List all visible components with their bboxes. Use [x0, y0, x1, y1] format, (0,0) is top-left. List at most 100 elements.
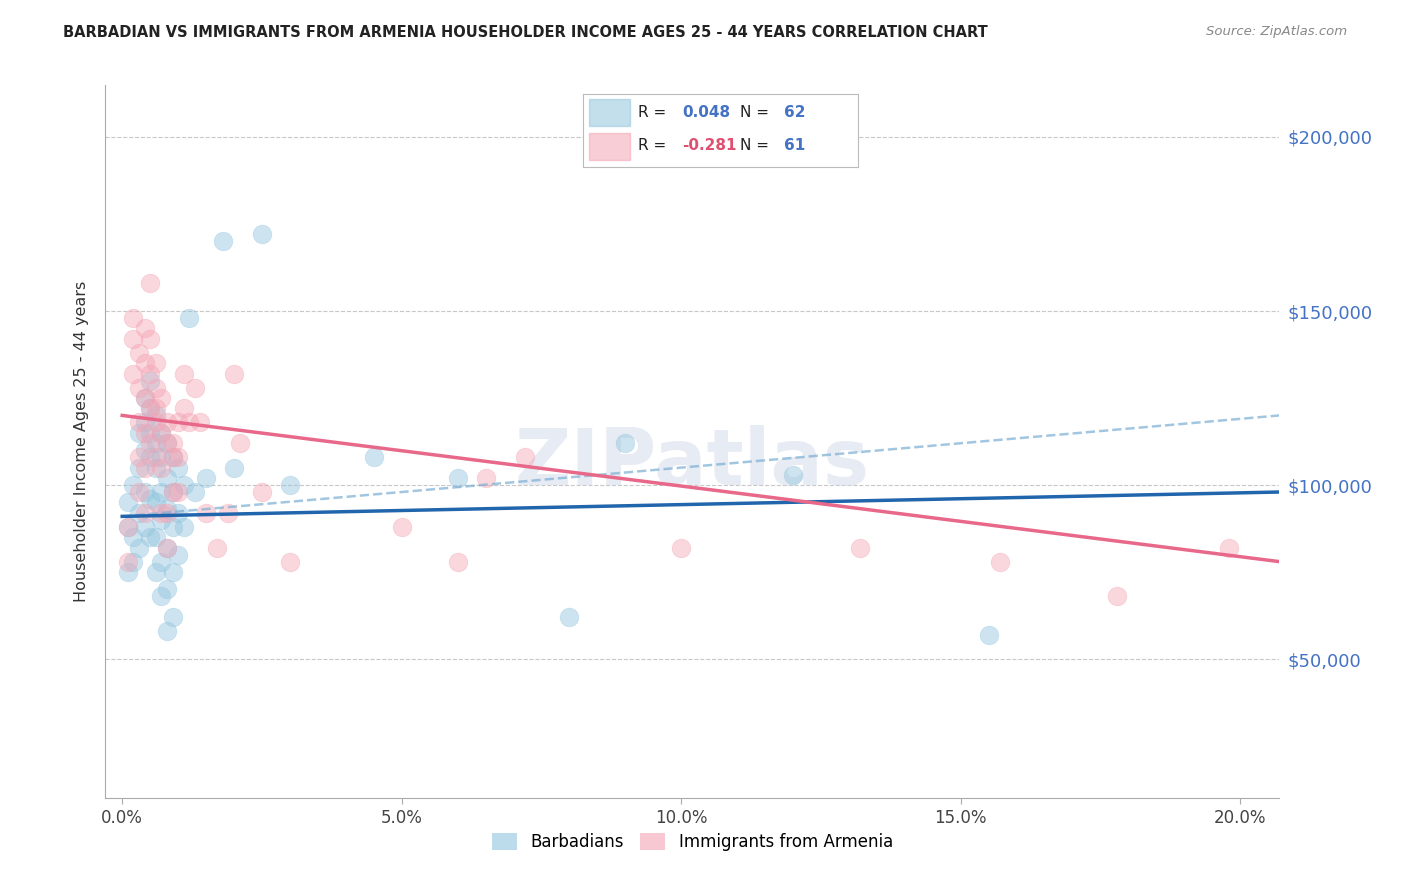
Text: N =: N =: [740, 138, 773, 153]
Barbadians: [139, 374, 162, 388]
Immigrants from Armenia: [1107, 590, 1129, 604]
Barbadians: [117, 565, 139, 579]
Immigrants from Armenia: [391, 520, 413, 534]
Barbadians: [122, 530, 145, 544]
Barbadians: [139, 401, 162, 416]
Barbadians: [167, 506, 190, 520]
Barbadians: [162, 565, 184, 579]
Barbadians: [150, 555, 173, 569]
Immigrants from Armenia: [134, 425, 156, 440]
Immigrants from Armenia: [128, 416, 150, 430]
Immigrants from Armenia: [150, 391, 173, 405]
Barbadians: [363, 450, 385, 465]
Barbadians: [184, 485, 207, 500]
Barbadians: [156, 541, 179, 555]
Immigrants from Armenia: [128, 485, 150, 500]
Barbadians: [250, 227, 273, 242]
Immigrants from Armenia: [139, 436, 162, 450]
Immigrants from Armenia: [156, 436, 179, 450]
Immigrants from Armenia: [150, 425, 173, 440]
Barbadians: [122, 555, 145, 569]
Barbadians: [145, 530, 167, 544]
Immigrants from Armenia: [156, 541, 179, 555]
Barbadians: [156, 502, 179, 516]
Immigrants from Armenia: [190, 416, 212, 430]
Barbadians: [139, 450, 162, 465]
Text: R =: R =: [638, 138, 672, 153]
Barbadians: [614, 436, 637, 450]
Barbadians: [150, 425, 173, 440]
Immigrants from Armenia: [145, 416, 167, 430]
Immigrants from Armenia: [145, 381, 167, 395]
Barbadians: [134, 391, 156, 405]
Immigrants from Armenia: [173, 367, 195, 381]
FancyBboxPatch shape: [589, 99, 630, 126]
Barbadians: [117, 520, 139, 534]
Immigrants from Armenia: [128, 450, 150, 465]
Text: -0.281: -0.281: [682, 138, 737, 153]
Immigrants from Armenia: [156, 506, 179, 520]
Immigrants from Armenia: [179, 416, 201, 430]
Text: 61: 61: [783, 138, 804, 153]
Immigrants from Armenia: [145, 401, 167, 416]
Immigrants from Armenia: [1218, 541, 1240, 555]
Immigrants from Armenia: [134, 391, 156, 405]
Barbadians: [162, 520, 184, 534]
Barbadians: [173, 478, 195, 492]
Text: ZIPatlas: ZIPatlas: [515, 425, 870, 501]
Immigrants from Armenia: [988, 555, 1011, 569]
Immigrants from Armenia: [150, 506, 173, 520]
Barbadians: [211, 235, 233, 249]
Immigrants from Armenia: [162, 436, 184, 450]
Barbadians: [122, 478, 145, 492]
Barbadians: [156, 582, 179, 597]
Immigrants from Armenia: [122, 310, 145, 325]
Immigrants from Armenia: [513, 450, 536, 465]
Immigrants from Armenia: [222, 367, 245, 381]
Immigrants from Armenia: [139, 367, 162, 381]
Barbadians: [278, 478, 301, 492]
Immigrants from Armenia: [139, 401, 162, 416]
Immigrants from Armenia: [173, 401, 195, 416]
Immigrants from Armenia: [671, 541, 693, 555]
Barbadians: [446, 471, 468, 485]
Immigrants from Armenia: [117, 555, 139, 569]
Immigrants from Armenia: [128, 381, 150, 395]
Barbadians: [145, 460, 167, 475]
Barbadians: [145, 436, 167, 450]
Immigrants from Armenia: [134, 356, 156, 370]
Barbadians: [162, 610, 184, 624]
Barbadians: [128, 425, 150, 440]
Barbadians: [156, 624, 179, 639]
Barbadians: [145, 495, 167, 509]
Immigrants from Armenia: [278, 555, 301, 569]
Text: BARBADIAN VS IMMIGRANTS FROM ARMENIA HOUSEHOLDER INCOME AGES 25 - 44 YEARS CORRE: BARBADIAN VS IMMIGRANTS FROM ARMENIA HOU…: [63, 25, 988, 40]
Immigrants from Armenia: [474, 471, 496, 485]
Barbadians: [139, 425, 162, 440]
Immigrants from Armenia: [228, 436, 250, 450]
Barbadians: [222, 460, 245, 475]
Immigrants from Armenia: [167, 485, 190, 500]
Barbadians: [134, 416, 156, 430]
Barbadians: [134, 520, 156, 534]
Immigrants from Armenia: [195, 506, 218, 520]
Immigrants from Armenia: [150, 460, 173, 475]
Immigrants from Armenia: [145, 356, 167, 370]
Barbadians: [977, 628, 1000, 642]
Barbadians: [139, 530, 162, 544]
Immigrants from Armenia: [167, 450, 190, 465]
Y-axis label: Householder Income Ages 25 - 44 years: Householder Income Ages 25 - 44 years: [75, 281, 90, 602]
Immigrants from Armenia: [217, 506, 239, 520]
FancyBboxPatch shape: [589, 133, 630, 161]
Barbadians: [134, 443, 156, 458]
Immigrants from Armenia: [139, 332, 162, 346]
Immigrants from Armenia: [184, 381, 207, 395]
Text: 62: 62: [783, 105, 806, 120]
Barbadians: [167, 460, 190, 475]
Immigrants from Armenia: [849, 541, 872, 555]
Immigrants from Armenia: [162, 450, 184, 465]
Barbadians: [134, 485, 156, 500]
Barbadians: [128, 506, 150, 520]
Barbadians: [139, 491, 162, 506]
Immigrants from Armenia: [167, 416, 190, 430]
